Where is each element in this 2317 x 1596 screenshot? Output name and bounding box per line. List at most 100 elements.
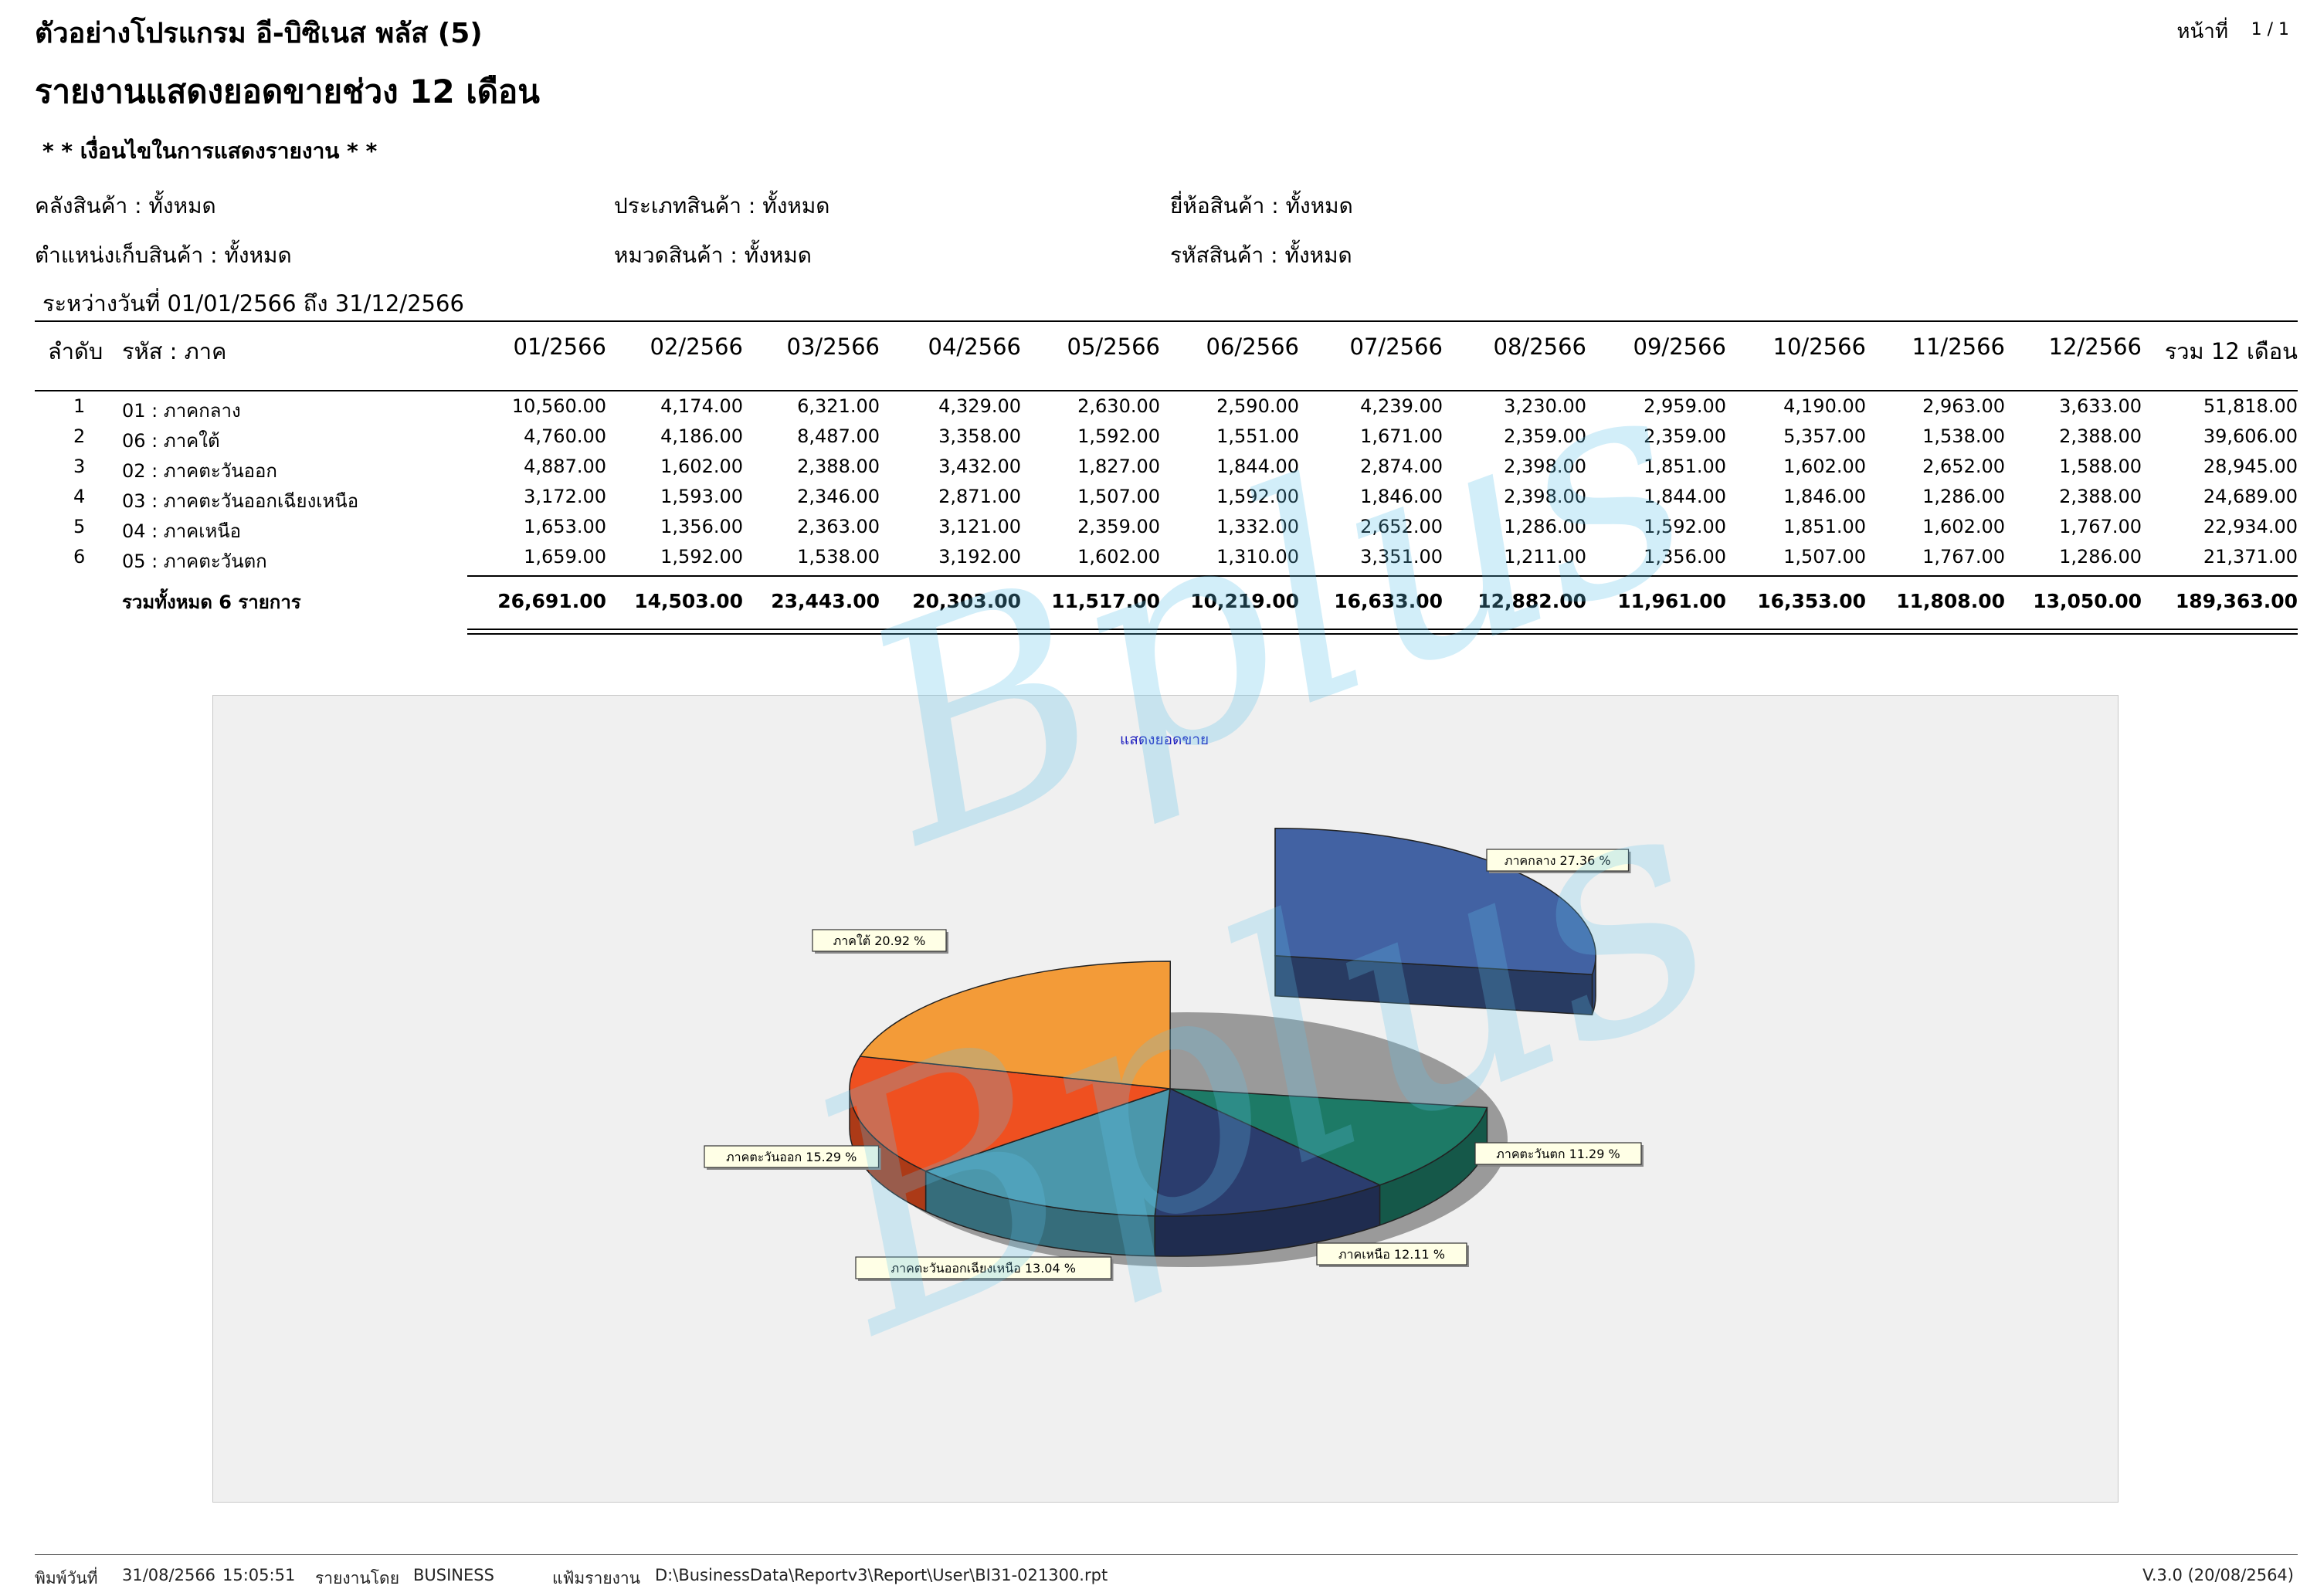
slice-label: ภาคตะวันออก 15.29 % xyxy=(726,1150,857,1164)
row-code: 02 : ภาคตะวันออก xyxy=(122,460,277,482)
row-value: 10,560.00 xyxy=(511,395,606,417)
row-code: 03 : ภาคตะวันออกเฉียงเหนือ xyxy=(122,490,359,512)
footer-rule xyxy=(35,1554,2298,1555)
total-value: 23,443.00 xyxy=(771,590,880,612)
row-value: 1,211.00 xyxy=(1504,546,1586,568)
total-value: 16,633.00 xyxy=(1334,590,1443,612)
report-title: รายงานแสดงยอดขายช่วง 12 เดือน xyxy=(35,73,540,110)
row-value: 3,192.00 xyxy=(938,546,1021,568)
row-value: 4,760.00 xyxy=(524,425,606,447)
slice-label: ภาคเหนือ 12.11 % xyxy=(1338,1247,1445,1262)
row-value: 1,851.00 xyxy=(1644,456,1726,477)
print-time: 15:05:51 xyxy=(222,1566,296,1584)
row-seq: 2 xyxy=(73,425,86,447)
row-value: 6,321.00 xyxy=(797,395,880,417)
total-top-rule xyxy=(467,575,2298,577)
row-value: 2,963.00 xyxy=(1922,395,2005,417)
row-value: 1,592.00 xyxy=(1644,516,1726,537)
row-value: 1,286.00 xyxy=(2059,546,2142,568)
conditions-heading: * * เงื่อนไขในการแสดงรายงาน * * xyxy=(42,138,378,164)
version: V.3.0 (20/08/2564) xyxy=(2142,1566,2294,1584)
slice-label: ภาคใต้ 20.92 % xyxy=(833,934,926,948)
slice-label-box xyxy=(1474,1142,1642,1165)
row-value: 1,332.00 xyxy=(1216,516,1299,537)
row-value: 1,653.00 xyxy=(524,516,606,537)
col-header-month: 07/2566 xyxy=(1349,334,1443,360)
row-value: 1,551.00 xyxy=(1216,425,1299,447)
print-date-label: พิมพ์วันที่ xyxy=(35,1569,98,1588)
row-value: 1,538.00 xyxy=(797,546,880,568)
row-seq: 5 xyxy=(73,516,86,537)
total-value: 11,517.00 xyxy=(1051,590,1160,612)
total-value: 13,050.00 xyxy=(2033,590,2142,612)
col-header-code: รหัส : ภาค xyxy=(122,338,227,364)
row-total: 24,689.00 xyxy=(2203,486,2298,507)
col-header-month: 05/2566 xyxy=(1067,334,1160,360)
row-value: 4,190.00 xyxy=(1783,395,1866,417)
row-value: 1,767.00 xyxy=(1922,546,2005,568)
slice-label-box xyxy=(855,1256,1112,1279)
row-value: 1,659.00 xyxy=(524,546,606,568)
row-total: 21,371.00 xyxy=(2203,546,2298,568)
row-value: 1,844.00 xyxy=(1216,456,1299,477)
filter-location: ตำแหน่งเก็บสินค้า : ทั้งหมด xyxy=(35,242,292,268)
reported-by-label: รายงานโดย xyxy=(315,1569,399,1588)
row-value: 1,846.00 xyxy=(1783,486,1866,507)
row-seq: 3 xyxy=(73,456,86,477)
row-value: 1,593.00 xyxy=(660,486,743,507)
slice-label-box xyxy=(1486,849,1630,872)
row-value: 4,887.00 xyxy=(524,456,606,477)
filter-warehouse: คลังสินค้า : ทั้งหมด xyxy=(35,193,216,219)
row-value: 1,538.00 xyxy=(1922,425,2005,447)
col-header-month: 09/2566 xyxy=(1633,334,1726,360)
row-value: 2,359.00 xyxy=(1644,425,1726,447)
col-header-month: 10/2566 xyxy=(1773,334,1866,360)
row-value: 2,346.00 xyxy=(797,486,880,507)
pie-slice xyxy=(859,961,1172,1089)
row-value: 1,356.00 xyxy=(660,516,743,537)
row-value: 1,588.00 xyxy=(2059,456,2142,477)
row-value: 3,230.00 xyxy=(1504,395,1586,417)
total-value: 26,691.00 xyxy=(497,590,606,612)
row-value: 1,602.00 xyxy=(1077,546,1160,568)
row-seq: 1 xyxy=(73,395,86,417)
filter-category: หมวดสินค้า : ทั้งหมด xyxy=(614,242,812,268)
row-value: 2,388.00 xyxy=(2059,425,2142,447)
table-top-rule xyxy=(35,320,2298,322)
total-value: 12,882.00 xyxy=(1477,590,1586,612)
col-header-month: 04/2566 xyxy=(928,334,1021,360)
row-value: 4,329.00 xyxy=(938,395,1021,417)
row-value: 2,388.00 xyxy=(797,456,880,477)
row-value: 2,630.00 xyxy=(1077,395,1160,417)
row-code: 04 : ภาคเหนือ xyxy=(122,520,242,542)
pie-slice xyxy=(1154,1087,1382,1217)
row-value: 4,174.00 xyxy=(660,395,743,417)
row-value: 1,671.00 xyxy=(1360,425,1443,447)
row-value: 2,652.00 xyxy=(1360,516,1443,537)
row-value: 1,592.00 xyxy=(660,546,743,568)
row-value: 1,310.00 xyxy=(1216,546,1299,568)
filter-brand: ยี่ห้อสินค้า : ทั้งหมด xyxy=(1170,193,1353,219)
row-total: 28,945.00 xyxy=(2203,456,2298,477)
print-date: 31/08/2566 xyxy=(122,1566,216,1584)
col-header-month: 11/2566 xyxy=(1912,334,2005,360)
col-header-month: 12/2566 xyxy=(2048,334,2142,360)
row-value: 2,398.00 xyxy=(1504,456,1586,477)
total-value: 10,219.00 xyxy=(1190,590,1299,612)
row-total: 51,818.00 xyxy=(2203,395,2298,417)
pie-slice xyxy=(849,1056,1171,1172)
total-value: 16,353.00 xyxy=(1757,590,1866,612)
row-value: 1,851.00 xyxy=(1783,516,1866,537)
col-header-month: 03/2566 xyxy=(786,334,880,360)
total-label: รวมทั้งหมด 6 รายการ xyxy=(122,591,301,613)
slice-label-box xyxy=(812,929,947,952)
page-label: หน้าที่ xyxy=(2176,20,2228,43)
row-value: 2,874.00 xyxy=(1360,456,1443,477)
row-code: 06 : ภาคใต้ xyxy=(122,430,220,452)
slice-label: ภาคตะวันออกเฉียงเหนือ 13.04 % xyxy=(891,1261,1076,1276)
total-value: 20,303.00 xyxy=(912,590,1021,612)
company-name: ตัวอย่างโปรแกรม อี-บิซิเนส พลัส (5) xyxy=(35,18,483,49)
row-value: 1,592.00 xyxy=(1216,486,1299,507)
row-value: 2,590.00 xyxy=(1216,395,1299,417)
page-number: 1 / 1 xyxy=(2251,20,2289,39)
